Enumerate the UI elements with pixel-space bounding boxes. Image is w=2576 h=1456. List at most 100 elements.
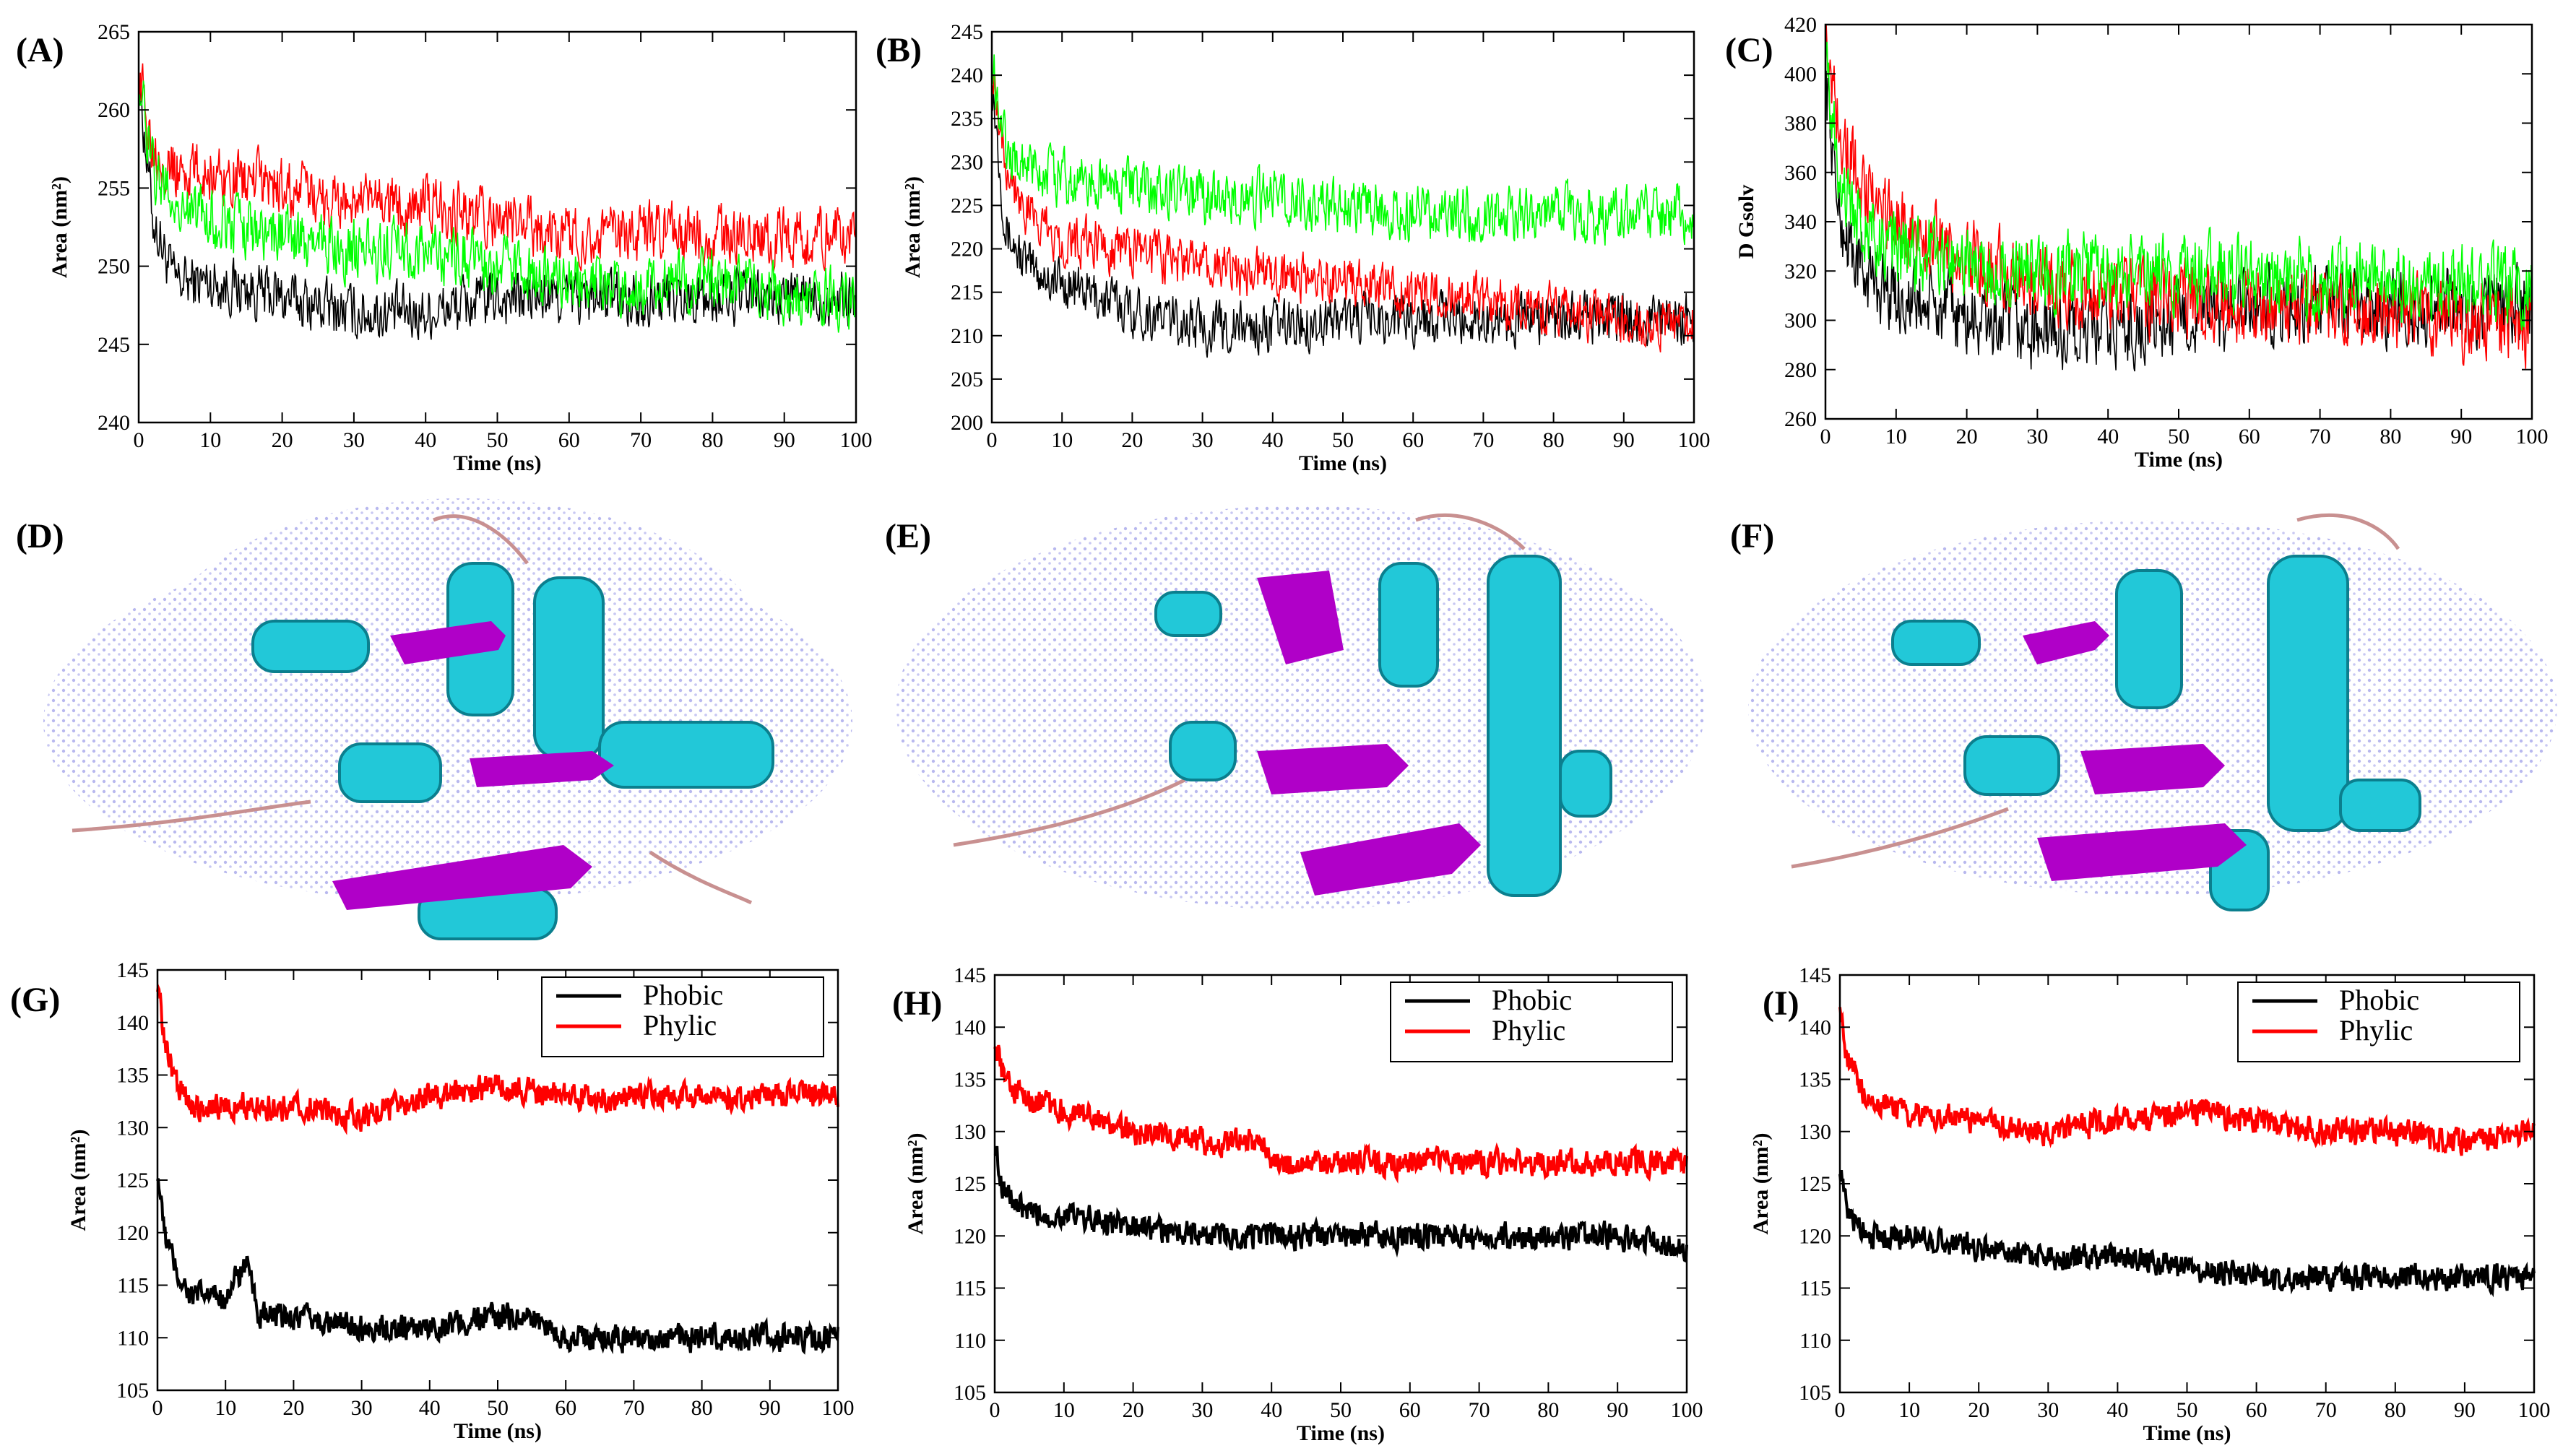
x-tick-label: 0 (134, 428, 144, 452)
x-tick-label: 10 (1885, 425, 1907, 448)
x-tick-label: 0 (152, 1396, 163, 1420)
beta-strand (470, 751, 614, 787)
y-tick-label: 125 (116, 1169, 149, 1192)
helix-bundle (251, 562, 774, 940)
legend-label-phylic: Phylic (643, 1009, 717, 1041)
legend-box (1390, 982, 1673, 1062)
x-axis-label: Time (ns) (1299, 451, 1387, 475)
beta-strand (332, 845, 592, 910)
alpha-helix (533, 576, 605, 760)
x-axis-label: Time (ns) (1297, 1421, 1385, 1445)
x-tick-label: 20 (272, 428, 293, 452)
x-tick-label: 30 (1192, 428, 1214, 452)
x-tick-label: 80 (701, 428, 723, 452)
y-tick-label: 145 (1799, 963, 1831, 987)
plot-frame (990, 30, 1695, 424)
x-tick-label: 90 (2454, 1398, 2476, 1422)
x-tick-label: 0 (1820, 425, 1831, 448)
legend-label-phylic: Phylic (2339, 1014, 2413, 1046)
x-tick-label: 60 (2246, 1398, 2268, 1422)
y-tick-label: 245 (98, 333, 130, 357)
alpha-helix (338, 742, 442, 803)
y-tick-label: 125 (1799, 1172, 1831, 1196)
x-tick-label: 20 (1968, 1398, 1989, 1422)
beta-strand (1257, 571, 1344, 664)
x-tick-label: 10 (215, 1396, 236, 1420)
beta-sheets (2023, 621, 2247, 881)
beta-strand (2023, 621, 2109, 664)
y-axis-label: Area (nm²) (66, 1130, 90, 1231)
y-tick-label: 115 (1799, 1277, 1831, 1301)
x-tick-label: 80 (1543, 428, 1565, 452)
x-tick-label: 70 (1472, 428, 1494, 452)
series-line-phobic (156, 1178, 839, 1355)
y-tick-label: 135 (1799, 1068, 1831, 1092)
x-tick-label: 100 (1678, 428, 1711, 452)
protein-structure-e (896, 506, 1705, 910)
panel-letter-d: (D) (16, 517, 64, 555)
coil-loop (1791, 514, 2400, 869)
panel-letter-g: (G) (10, 981, 60, 1019)
y-tick-label: 400 (1784, 62, 1817, 86)
x-tick-label: 90 (1607, 1398, 1628, 1422)
series-line-phylic (156, 982, 839, 1135)
x-tick-label: 60 (1399, 1398, 1421, 1422)
chart-c: 0 10 20 30 40 50 60 70 80 90 100 260 280 300 320 340 360… (1734, 13, 2549, 472)
chart-h: 0 10 20 30 40 50 60 70 80 90 100 105 110 115 120 125 130… (904, 963, 1703, 1445)
x-tick-label: 40 (419, 1396, 441, 1420)
panel-letter-h: (H) (892, 984, 942, 1023)
x-tick-label: 70 (1469, 1398, 1490, 1422)
y-tick-label: 230 (951, 150, 983, 174)
y-tick-label: 120 (954, 1224, 986, 1248)
y-tick-label: 260 (98, 98, 130, 122)
y-tick-label: 135 (116, 1064, 149, 1088)
y-tick-label: 115 (954, 1277, 986, 1301)
alpha-helix (1154, 591, 1222, 637)
y-tick-label: 215 (951, 281, 983, 305)
x-tick-label: 50 (1332, 428, 1354, 452)
y-tick-label: 110 (1799, 1329, 1831, 1353)
x-tick-label: 100 (840, 428, 873, 452)
panel-letter-a: (A) (16, 31, 64, 69)
x-tick-label: 0 (1835, 1398, 1846, 1422)
y-tick-label: 140 (1799, 1015, 1831, 1039)
x-tick-label: 90 (1613, 428, 1635, 452)
beta-strand (1257, 744, 1409, 794)
x-tick-label: 90 (2450, 425, 2472, 448)
y-tick-label: 140 (954, 1015, 986, 1039)
x-tick-label: 0 (990, 1398, 1000, 1422)
panel-letter-f: (F) (1730, 517, 1774, 555)
y-tick-label: 115 (117, 1274, 149, 1298)
alpha-helix (251, 620, 370, 673)
y-tick-label: 120 (116, 1221, 149, 1245)
panel-letter-e: (E) (885, 517, 931, 555)
panel-letter-b: (B) (876, 31, 922, 69)
series-line-black (138, 82, 857, 340)
y-tick-label: 235 (951, 107, 983, 131)
series-line-green (1825, 41, 2533, 331)
alpha-helix (598, 721, 774, 789)
x-tick-label: 20 (1123, 1398, 1144, 1422)
series-line-black (991, 92, 1695, 358)
y-axis-label: D Gsolv (1734, 185, 1758, 259)
x-tick-label: 80 (2380, 425, 2401, 448)
y-tick-label: 240 (98, 411, 130, 435)
x-axis-label: Time (ns) (2143, 1421, 2231, 1445)
protein-structure-f (1748, 514, 2557, 911)
x-tick-label: 40 (415, 428, 436, 452)
y-tick-label: 200 (951, 411, 983, 435)
chart-a: 0 10 20 30 40 50 60 70 80 90 100 240 245 250 255 260 265… (48, 20, 873, 475)
beta-strand (1300, 823, 1481, 896)
x-tick-label: 20 (282, 1396, 304, 1420)
y-tick-label: 105 (954, 1381, 986, 1405)
y-tick-label: 145 (954, 963, 986, 987)
x-tick-label: 60 (555, 1396, 576, 1420)
x-tick-label: 100 (1671, 1398, 1703, 1422)
y-tick-label: 280 (1784, 358, 1817, 382)
y-tick-label: 225 (951, 194, 983, 217)
panel-letter-c: (C) (1725, 31, 1773, 69)
x-tick-label: 70 (623, 1396, 644, 1420)
x-tick-label: 40 (1262, 428, 1284, 452)
series-line-green (138, 80, 857, 333)
